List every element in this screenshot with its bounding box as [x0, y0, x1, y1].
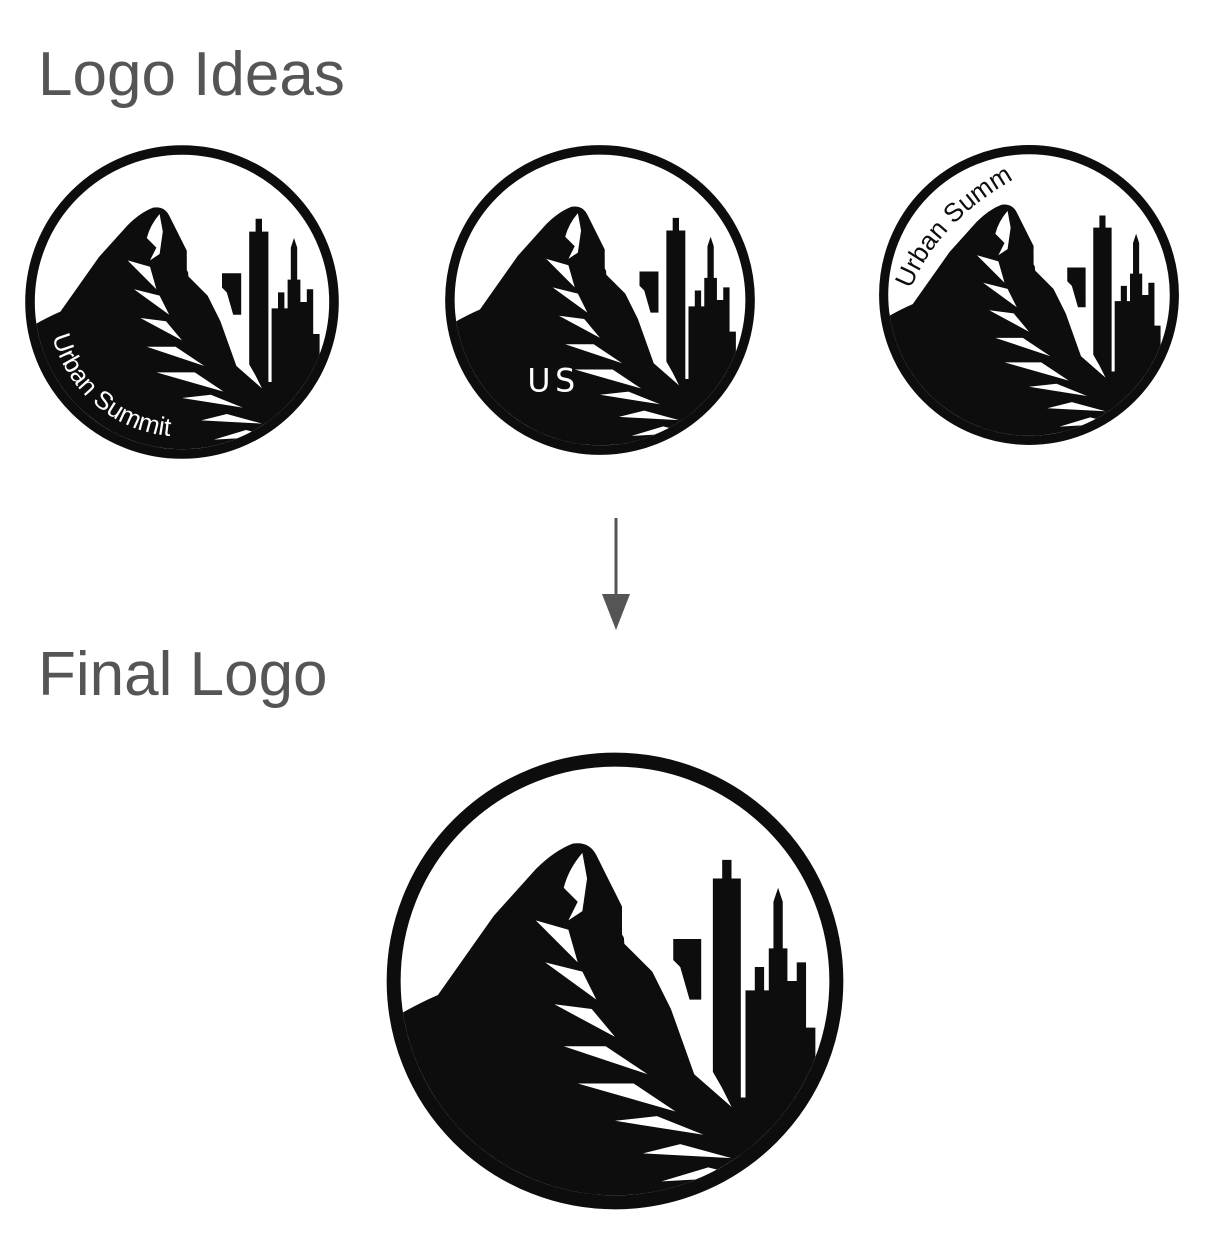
- mountain-city-icon: [876, 150, 1182, 448]
- logo-ideas-heading: Logo Ideas: [38, 40, 345, 109]
- arrow-down-icon: [602, 518, 630, 630]
- mountain-city-icon: [22, 150, 342, 462]
- mountain-city-icon: [382, 760, 848, 1214]
- logo-idea-2-text: US: [527, 364, 580, 400]
- final-logo: [382, 748, 848, 1214]
- final-logo-heading: Final Logo: [38, 640, 328, 709]
- logo-idea-3: Urban Summit: [876, 142, 1182, 448]
- mountain-city-icon: [442, 150, 758, 458]
- logo-idea-2: US: [442, 142, 758, 458]
- logo-idea-1: Urban Summit: [22, 142, 342, 462]
